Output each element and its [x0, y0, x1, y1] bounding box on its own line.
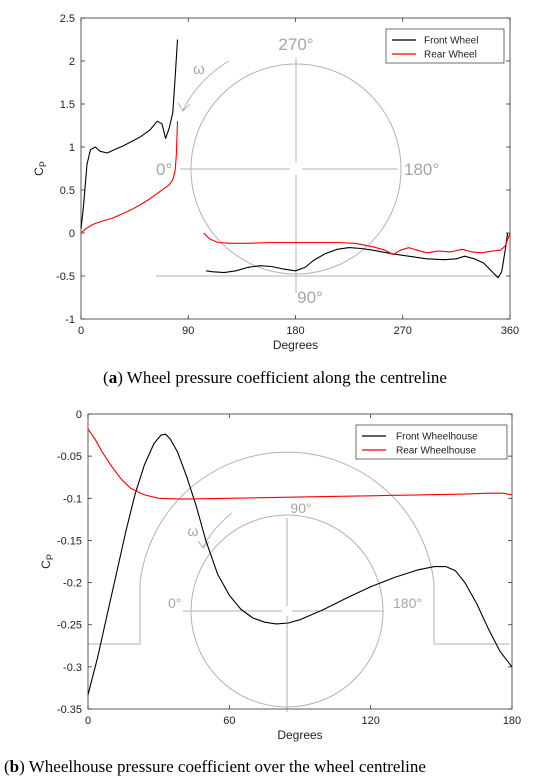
overlay-label-bottom: 90° — [297, 288, 323, 307]
y-tick-label: 0.5 — [60, 185, 75, 197]
y-axis-label: CP — [32, 161, 48, 176]
series-line-2-segment-1 — [80, 121, 179, 234]
x-tick-label: 90 — [182, 325, 194, 337]
plot-frame — [87, 413, 513, 710]
caption-a-tag: a — [108, 368, 118, 387]
y-tick-label: 0 — [76, 409, 82, 421]
series-line-2-segment-2 — [203, 232, 511, 256]
caption-b-tag: b — [9, 757, 20, 776]
y-tick-label: 0 — [69, 228, 75, 240]
y-axis-label-sub: P — [45, 554, 55, 560]
legend: Front Wheel Rear Wheel — [385, 28, 505, 64]
y-tick-label: -0.25 — [57, 620, 82, 632]
legend-label-1: Front Wheelhouse — [396, 432, 478, 443]
y-tick-label: -0.2 — [63, 578, 82, 590]
chart-a: 270° 0° 180° 90° ω 2.5 2 1.5 1 0.5 0 -0.5 -1 0 90 180 27… — [32, 13, 519, 387]
x-tick-label: 360 — [501, 325, 519, 337]
x-tick-label: 0 — [85, 715, 91, 727]
y-tick-label: 2 — [69, 56, 75, 68]
legend-box — [385, 28, 505, 64]
x-tick-label: 180 — [503, 715, 521, 727]
x-tick-label: 270 — [394, 325, 412, 337]
y-tick-label: -0.5 — [56, 271, 75, 283]
y-axis-label: CP — [39, 554, 55, 569]
series-line-2-segment-1 — [87, 428, 513, 500]
overlay-rotation-arrow — [182, 60, 230, 111]
y-axis-label-main: C — [32, 167, 46, 176]
series-line-1-segment-1 — [80, 39, 179, 229]
y-tick-label: -1 — [65, 314, 75, 326]
x-tick-label: 0 — [78, 325, 84, 337]
y-tick-label: -0.15 — [57, 535, 82, 547]
caption-a: (a) Wheel pressure coefficient along the… — [103, 368, 447, 387]
caption-a-text: Wheel pressure coefficient along the cen… — [126, 368, 447, 387]
x-axis-label: Degrees — [273, 338, 318, 352]
y-axis-label-main: C — [39, 560, 53, 569]
caption-b-text: Wheelhouse pressure coefficient over the… — [28, 757, 426, 776]
y-tick-label: -0.1 — [63, 493, 82, 505]
overlay-label-right: 180° — [393, 595, 422, 611]
y-tick-label: 2.5 — [60, 13, 75, 25]
x-tick-label: 60 — [223, 715, 235, 727]
wheel-schematic-overlay: 90° 0° 180° ω — [88, 451, 510, 712]
overlay-label-left: 0° — [156, 160, 172, 179]
overlay-arrow-head — [177, 102, 191, 112]
series-line-1-segment-1 — [87, 433, 513, 695]
legend-label-2: Rear Wheel — [424, 50, 477, 61]
legend-box — [355, 424, 508, 460]
overlay-wheelhouse-outline — [88, 451, 510, 645]
overlay-label-top: 270° — [278, 35, 313, 54]
y-tick-label: 1.5 — [60, 99, 75, 111]
y-tick-label: -0.05 — [57, 451, 82, 463]
overlay-label-right: 180° — [404, 160, 439, 179]
wheel-schematic-overlay: 270° 0° 180° 90° ω — [156, 35, 500, 307]
chart-a-svg: 270°0° 180°90°ω2.521.510.50-0.5-10 90 180 27… — [32, 13, 519, 352]
overlay-label-omega: ω — [193, 61, 205, 78]
overlay-rotation-arrow — [202, 512, 233, 548]
y-axis-label-sub: P — [38, 161, 48, 167]
legend-label-1: Front Wheel — [424, 36, 478, 47]
legend: Front Wheelhouse Rear Wheelhouse — [355, 424, 508, 460]
chart-b: 90° 0° 180° ω 0 -0.05 -0.1 -0.15 -0.2 -0.25 -0.3 -0… — [0, 392, 550, 782]
overlay-label-left: 0° — [168, 595, 181, 611]
series-line-1-segment-2 — [206, 232, 509, 279]
x-tick-label: 180 — [286, 325, 304, 337]
legend-label-2: Rear Wheelhouse — [396, 446, 476, 457]
y-tick-label: 1 — [69, 142, 75, 154]
chart-b-svg: 90° 0° 180° ω 0 -0.05 -0.1 -0.15 -0.2 -0.25 -0.3 -0… — [39, 409, 521, 742]
x-tick-label: 120 — [361, 715, 379, 727]
overlay-label-top: 90° — [290, 500, 311, 516]
y-tick-label: -0.35 — [57, 704, 82, 716]
x-axis-label: Degrees — [277, 728, 322, 742]
overlay-label-omega: ω — [188, 523, 199, 539]
y-tick-label: -0.3 — [63, 662, 82, 674]
caption-b: (b) Wheelhouse pressure coefficient over… — [4, 757, 426, 776]
